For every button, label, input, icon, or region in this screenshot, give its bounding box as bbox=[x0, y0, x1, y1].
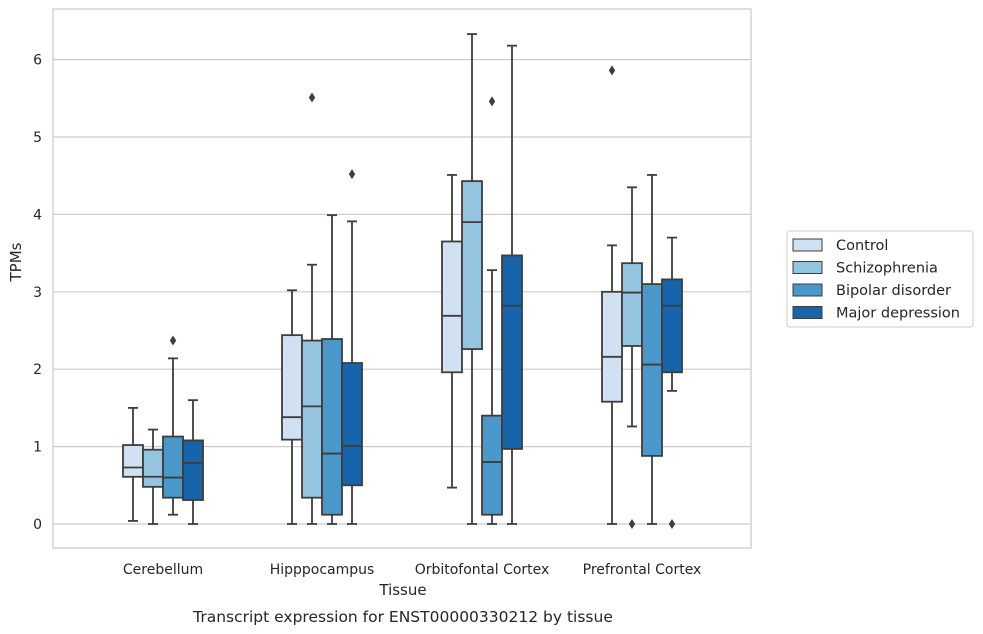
box-iqr bbox=[162, 435, 184, 499]
plot-area-frame bbox=[52, 8, 752, 549]
box-mark bbox=[601, 65, 623, 525]
outlier-point bbox=[169, 335, 177, 346]
legend-item: Schizophrenia bbox=[792, 261, 938, 277]
box-iqr bbox=[441, 240, 463, 374]
box-iqr bbox=[122, 444, 144, 478]
box-iqr bbox=[321, 338, 343, 516]
box-mark bbox=[461, 33, 483, 525]
legend-frame bbox=[786, 230, 974, 328]
box-iqr bbox=[661, 278, 683, 374]
box-iqr bbox=[621, 262, 643, 347]
box-iqr bbox=[641, 283, 663, 457]
x-tick-label: Orbitofontal Cortex bbox=[415, 562, 550, 578]
legend-swatch bbox=[792, 238, 823, 252]
y-tick-label: 3 bbox=[33, 285, 42, 301]
box-mark bbox=[661, 236, 683, 529]
outlier-point bbox=[348, 169, 356, 180]
series-bipolar-disorder bbox=[162, 96, 663, 525]
box-iqr bbox=[182, 439, 204, 501]
y-tick-label: 6 bbox=[33, 53, 42, 69]
legend-swatch bbox=[792, 283, 823, 297]
y-axis-ticks: 0 1 2 3 4 5 6 bbox=[33, 53, 42, 533]
outlier-point bbox=[628, 519, 636, 529]
legend-swatch bbox=[792, 261, 823, 274]
outlier-point bbox=[488, 96, 496, 107]
box-mark bbox=[621, 186, 643, 529]
legend-item: Control bbox=[792, 238, 888, 254]
y-tick-label: 2 bbox=[33, 362, 42, 378]
box-mark bbox=[162, 335, 184, 516]
x-axis-ticks: Cerebellum Hipppocampus Orbitofontal Corte… bbox=[123, 562, 701, 578]
box-plot-series bbox=[122, 33, 683, 529]
series-schizophrenia bbox=[142, 33, 643, 529]
box-mark bbox=[441, 174, 463, 489]
y-tick-label: 0 bbox=[33, 517, 42, 533]
box-iqr bbox=[281, 334, 303, 441]
box-mark bbox=[301, 92, 323, 525]
x-axis-label: Tissue bbox=[378, 581, 426, 599]
legend: Control Schizophrenia Bipolar disorder Majo… bbox=[786, 230, 974, 328]
box-iqr bbox=[601, 290, 623, 403]
box-iqr bbox=[341, 362, 363, 487]
box-iqr bbox=[301, 339, 323, 499]
legend-label: Schizophrenia bbox=[836, 261, 938, 277]
legend-label: Bipolar disorder bbox=[836, 283, 951, 299]
y-axis-label: TPMs bbox=[7, 242, 25, 282]
box-mark bbox=[122, 406, 144, 522]
box-iqr bbox=[481, 414, 503, 516]
box-iqr bbox=[501, 254, 523, 450]
y-tick-label: 4 bbox=[33, 207, 42, 223]
outlier-point bbox=[608, 65, 616, 76]
series-major-depression bbox=[182, 44, 683, 529]
y-tick-label: 1 bbox=[33, 440, 42, 456]
y-tick-label: 5 bbox=[33, 130, 42, 146]
legend-label: Major depression bbox=[836, 306, 960, 322]
box-mark bbox=[281, 289, 303, 525]
legend-label: Control bbox=[836, 238, 888, 254]
box-iqr bbox=[461, 180, 483, 350]
box-mark bbox=[321, 214, 343, 525]
box-mark bbox=[501, 44, 523, 525]
chart-caption: Transcript expression for ENST0000033021… bbox=[192, 608, 613, 626]
box-iqr bbox=[142, 448, 164, 488]
outlier-point bbox=[668, 519, 676, 529]
box-mark bbox=[341, 169, 363, 525]
legend-swatch bbox=[792, 306, 823, 319]
series-control bbox=[122, 65, 623, 525]
legend-item: Major depression bbox=[792, 306, 960, 322]
x-tick-label: Cerebellum bbox=[123, 562, 203, 578]
box-mark bbox=[481, 96, 503, 525]
box-mark bbox=[142, 428, 164, 525]
box-mark bbox=[182, 399, 204, 525]
x-tick-label: Prefrontal Cortex bbox=[583, 562, 702, 578]
x-tick-label: Hipppocampus bbox=[270, 562, 375, 578]
outlier-point bbox=[308, 92, 316, 103]
box-mark bbox=[641, 174, 663, 525]
legend-item: Bipolar disorder bbox=[792, 283, 951, 299]
